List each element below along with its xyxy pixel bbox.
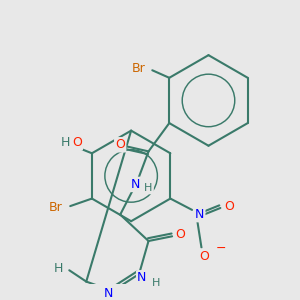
Text: Br: Br — [131, 62, 145, 75]
Text: O: O — [200, 250, 209, 262]
Text: −: − — [216, 242, 226, 255]
Text: O: O — [224, 200, 234, 213]
Text: O: O — [72, 136, 82, 149]
Text: H: H — [53, 262, 63, 275]
Text: N: N — [103, 287, 112, 300]
Text: H: H — [152, 278, 160, 289]
Text: N: N — [137, 271, 147, 284]
Text: O: O — [176, 228, 185, 241]
Text: H: H — [61, 136, 70, 149]
Text: N: N — [195, 208, 204, 221]
Text: Br: Br — [49, 201, 63, 214]
Text: H: H — [144, 183, 153, 193]
Text: O: O — [115, 138, 125, 151]
Text: N: N — [130, 178, 140, 191]
